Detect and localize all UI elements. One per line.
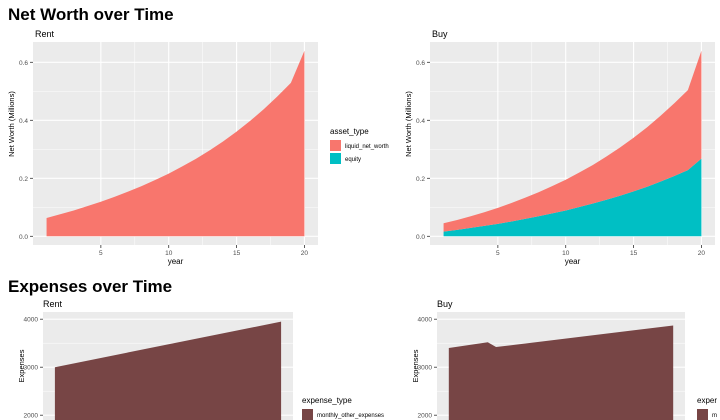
x-tick-label: 10 [562, 250, 570, 257]
y-tick-label: 0.4 [19, 118, 28, 125]
y-axis-label: Net Worth (Millions) [404, 91, 413, 157]
y-tick-label: 0.2 [416, 176, 425, 183]
legend: expense_type monthly_other_expenses [302, 396, 384, 420]
subplot-title: Rent [35, 29, 55, 39]
y-axis-label: Expenses [411, 349, 420, 382]
net-worth-section-title: Net Worth over Time [8, 5, 174, 24]
area-equity [443, 158, 702, 237]
y-axis-label: Expenses [17, 349, 26, 382]
x-tick-label: 5 [496, 250, 500, 257]
subplot-title: Buy [432, 29, 448, 39]
x-axis-label: year [565, 257, 581, 266]
legend-title: exper [697, 396, 717, 405]
area-monthly-other-expenses [54, 321, 282, 420]
y-tick-label: 4000 [24, 317, 39, 324]
x-tick-label: 20 [698, 250, 706, 257]
x-tick-label: 15 [233, 250, 241, 257]
y-tick-label: 3000 [418, 365, 433, 372]
area-liquid-net-worth [46, 50, 305, 237]
x-tick-label: 10 [165, 250, 173, 257]
chart-1: 0.0 0.2 0.4 0.6 5 10 15 20 Rent year Net Worth (Mi… [7, 29, 389, 266]
y-tick-label: 3000 [24, 365, 39, 372]
legend-label: equity [345, 157, 361, 163]
legend-label: monthly_other_expenses [317, 413, 384, 419]
y-tick-label: 0.0 [19, 234, 28, 241]
legend-swatch [330, 153, 341, 164]
area-liquid-net-worth [443, 50, 702, 232]
legend-swatch [697, 409, 708, 420]
legend-title: expense_type [302, 396, 352, 405]
y-tick-label: 0.6 [19, 60, 28, 67]
x-axis-label: year [168, 257, 184, 266]
y-axis-label: Net Worth (Millions) [7, 91, 16, 157]
y-tick-label: 2000 [418, 413, 433, 420]
x-tick-label: 20 [301, 250, 309, 257]
expenses-section-title: Expenses over Time [8, 277, 173, 296]
y-tick-label: 2000 [24, 413, 39, 420]
legend: exper m [697, 396, 717, 420]
y-tick-label: 0.2 [19, 176, 28, 183]
chart-2: 0.0 0.2 0.4 0.6 5 10 15 20 Buy year Net Worth (Mil… [404, 29, 715, 266]
legend-swatch [302, 409, 313, 420]
y-tick-label: 4000 [418, 317, 433, 324]
chart-3: 2000 3000 4000 Rent Expenses expense_typemont… [17, 299, 384, 420]
y-tick-label: 0.6 [416, 60, 425, 67]
legend-swatch [330, 140, 341, 151]
subplot-title: Rent [43, 299, 63, 309]
legend-label: m [712, 413, 717, 419]
legend-label: liquid_net_worth [345, 144, 389, 150]
x-tick-label: 5 [99, 250, 103, 257]
x-tick-label: 15 [630, 250, 638, 257]
subplot-title: Buy [437, 299, 453, 309]
y-tick-label: 0.4 [416, 118, 425, 125]
chart-4: 2000 3000 4000 Buy Expenses exper m [411, 299, 717, 420]
y-tick-label: 0.0 [416, 234, 425, 241]
legend-title: asset_type [330, 127, 369, 136]
area-monthly-other-expenses [448, 325, 674, 420]
